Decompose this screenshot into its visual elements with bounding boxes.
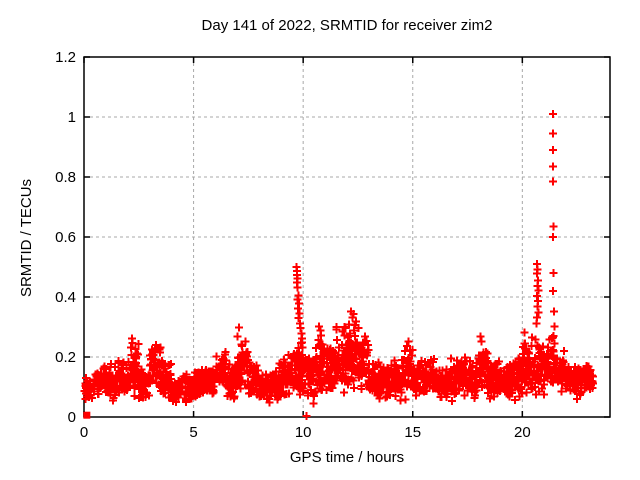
x-axis-label: GPS time / hours (289, 449, 405, 466)
scatter-square-marker (83, 411, 91, 419)
y-tick-label: 0.8 (55, 169, 76, 186)
scatter-square-points (83, 411, 91, 419)
tick-labels: 0 5 10 15 20 0 0.2 0.4 0.6 0.8 1 1.2 (55, 49, 531, 441)
scatter-points (80, 110, 597, 420)
y-tick-label: 1.2 (55, 49, 76, 66)
plot-border (83, 56, 611, 418)
x-tick-label: 0 (80, 424, 88, 441)
y-tick-label: 0.4 (55, 289, 76, 306)
x-tick-label: 20 (514, 424, 531, 441)
chart-title: Day 141 of 2022, SRMTID for receiver zim… (201, 17, 493, 34)
y-tick-label: 0 (68, 409, 76, 426)
y-tick-label: 0.6 (55, 229, 76, 246)
x-tick-label: 15 (404, 424, 421, 441)
y-tick-label: 1 (68, 109, 76, 126)
y-tick-label: 0.2 (55, 349, 76, 366)
x-tick-label: 5 (189, 424, 197, 441)
x-tick-label: 10 (295, 424, 312, 441)
